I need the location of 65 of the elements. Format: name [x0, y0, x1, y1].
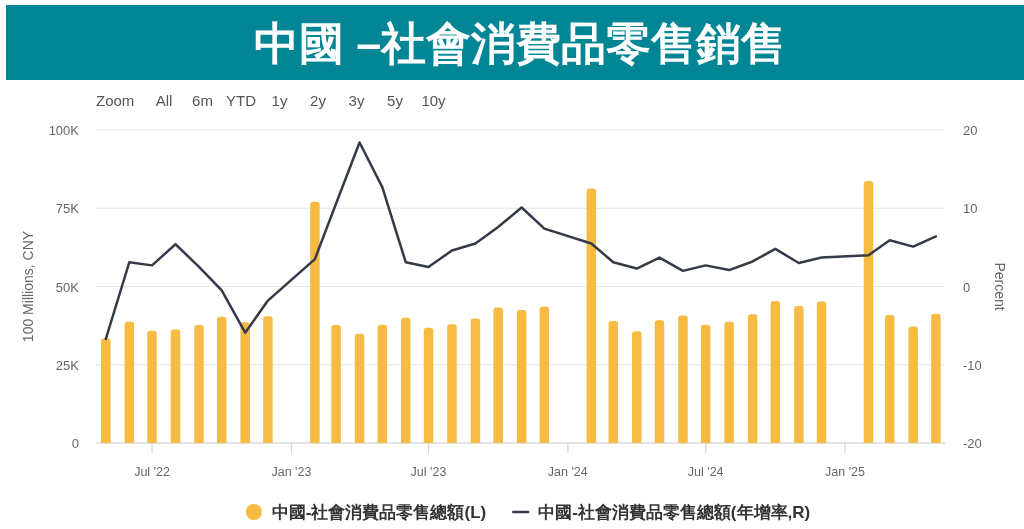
bar: [401, 317, 411, 443]
bar: [194, 325, 204, 443]
bar: [770, 300, 781, 443]
bar: [170, 329, 181, 443]
x-tick-label: Jul '23: [410, 465, 447, 479]
bar: [816, 301, 827, 443]
bar: [240, 322, 250, 443]
text: 6m: [192, 92, 213, 109]
y-tick-label: 0: [71, 436, 79, 451]
chart-title: 中國 –社會消費品零售銷售: [253, 18, 787, 69]
bar: [632, 331, 642, 443]
x-tick-label: Jan '24: [547, 465, 588, 479]
bar: [586, 188, 597, 443]
x-tick-label: Jul '24: [687, 465, 724, 479]
y2-axis-title: Percent: [992, 262, 1008, 311]
bar: [908, 326, 918, 443]
bar: [654, 320, 665, 443]
bar: [310, 201, 320, 443]
bar: [608, 320, 619, 443]
x-tick-label: Jan '23: [271, 465, 312, 479]
y-axis-title: 100 Millions, CNY: [20, 230, 36, 343]
y-tick-label: 50K: [55, 279, 80, 295]
y2-tick-label: 20: [963, 123, 978, 138]
text: 1y: [271, 92, 288, 109]
bar: [678, 315, 688, 443]
bar: [884, 314, 895, 443]
bar: [863, 181, 874, 443]
x-tick-label: Jul '22: [134, 465, 170, 479]
bar: [700, 324, 711, 443]
text: 2y: [310, 92, 327, 109]
bar: [493, 307, 503, 443]
bar: [423, 327, 434, 443]
bar: [216, 316, 227, 443]
bar: [354, 333, 365, 443]
bar: [263, 316, 273, 443]
bar: [724, 321, 734, 443]
bar: [101, 338, 111, 443]
bar: [470, 318, 481, 443]
legend-label: 中國-社會消費品零售總額(年增率,R): [538, 503, 811, 522]
text: 10y: [421, 92, 447, 109]
text: 5y: [387, 92, 404, 109]
bar: [147, 330, 157, 443]
text: YTD: [226, 92, 257, 109]
text: Zoom: [96, 92, 135, 109]
y2-tick-label: 10: [963, 201, 978, 217]
y-tick-label: 100K: [48, 123, 80, 138]
y2-tick-label: 0: [963, 279, 971, 295]
bar: [447, 324, 457, 443]
line-series: [104, 141, 938, 341]
y-tick-label: 25K: [55, 357, 80, 373]
bar: [931, 313, 941, 443]
bar: [794, 305, 804, 443]
bar: [331, 325, 341, 443]
text: All: [155, 92, 173, 109]
bar: [516, 309, 527, 443]
y2-tick-label: -20: [963, 436, 982, 451]
y-tick-label: 75K: [55, 201, 80, 217]
text: 3y: [348, 92, 365, 109]
bar: [539, 306, 550, 443]
y2-tick-label: -10: [963, 357, 982, 373]
legend-label: 中國-社會消費品零售總額(L): [271, 503, 487, 522]
bar: [377, 324, 388, 443]
x-tick-label: Jan '25: [825, 465, 866, 479]
bar: [124, 321, 135, 443]
bar: [747, 314, 758, 443]
